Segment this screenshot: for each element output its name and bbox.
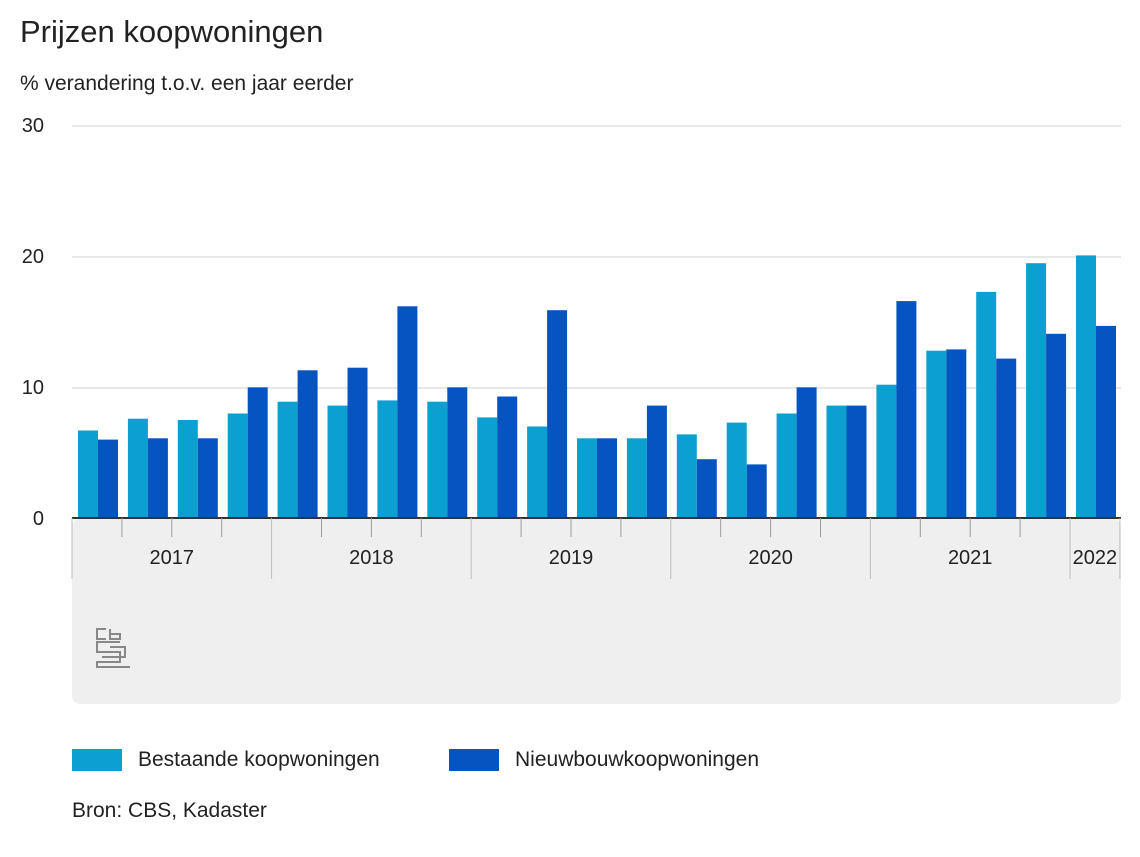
bar-bestaande-2019-q3 — [577, 438, 597, 518]
x-year-label-2019: 2019 — [549, 547, 594, 569]
x-year-label-2020: 2020 — [748, 547, 793, 569]
bar-bestaande-2020-q2 — [726, 422, 747, 518]
legend-item-nieuwbouw: Nieuwbouwkoopwoningen — [449, 748, 759, 772]
bar-nieuwbouw-2020-q2 — [746, 464, 767, 518]
x-ticks-group — [71, 518, 1121, 579]
bar-bestaande-2021-q4 — [1026, 263, 1047, 518]
bar-bestaande-2017-q4 — [227, 413, 248, 518]
bar-nieuwbouw-2020-q1 — [696, 459, 717, 518]
bar-nieuwbouw-2017-q1 — [98, 439, 118, 518]
chart-canvas: 2017 2018 2019 2020 2021 2022 — [71, 125, 1121, 704]
bar-nieuwbouw-2021-q4 — [1046, 333, 1067, 518]
bar-bestaande-2020-q1 — [676, 434, 697, 518]
bar-nieuwbouw-2017-q3 — [197, 438, 218, 518]
bar-bestaande-2021-q2 — [926, 350, 947, 518]
bar-bestaande-2021-q1 — [876, 384, 897, 518]
bar-nieuwbouw-2021-q3 — [996, 358, 1017, 518]
bar-nieuwbouw-2020-q4 — [846, 405, 867, 518]
x-axis-panel — [72, 519, 1121, 704]
source-note: Bron: CBS, Kadaster — [72, 799, 267, 822]
x-year-label-2022: 2022 — [1073, 547, 1118, 569]
bars-group — [78, 255, 1116, 518]
bar-nieuwbouw-2019-q4 — [646, 405, 667, 518]
bar-nieuwbouw-2019-q1 — [497, 396, 518, 518]
bar-bestaande-2017-q2 — [127, 418, 148, 518]
bar-nieuwbouw-2019-q3 — [597, 438, 617, 518]
bar-nieuwbouw-2021-q2 — [946, 349, 967, 518]
bar-nieuwbouw-2022-q1 — [1096, 325, 1116, 518]
bar-nieuwbouw-2017-q4 — [247, 387, 268, 518]
legend-label-nieuwbouw: Nieuwbouwkoopwoningen — [515, 748, 760, 771]
bar-bestaande-2019-q1 — [477, 417, 498, 518]
legend-swatch-bestaande — [72, 749, 122, 771]
bar-nieuwbouw-2021-q1 — [896, 301, 917, 518]
legend-label-bestaande: Bestaande koopwoningen — [138, 748, 380, 771]
bar-bestaande-2019-q4 — [626, 438, 647, 518]
bar-bestaande-2018-q1 — [277, 401, 298, 518]
bar-bestaande-2022-q1 — [1076, 255, 1096, 518]
bar-bestaande-2018-q3 — [377, 400, 398, 518]
bar-bestaande-2017-q1 — [78, 430, 98, 518]
bar-nieuwbouw-2020-q3 — [796, 387, 817, 518]
bar-nieuwbouw-2018-q3 — [397, 306, 418, 518]
y-tick-label-30: 30 — [21, 115, 44, 137]
bar-nieuwbouw-2018-q2 — [347, 367, 368, 518]
bar-bestaande-2020-q4 — [826, 405, 847, 518]
x-year-label-2018: 2018 — [349, 547, 394, 569]
bar-nieuwbouw-2017-q2 — [147, 438, 168, 518]
bar-nieuwbouw-2018-q4 — [447, 387, 468, 518]
bar-nieuwbouw-2019-q2 — [547, 310, 568, 518]
x-year-label-2021: 2021 — [948, 547, 993, 569]
bar-nieuwbouw-2018-q1 — [297, 370, 318, 518]
chart-subtitle: % verandering t.o.v. een jaar eerder — [20, 72, 354, 95]
chart-title: Prijzen koopwoningen — [20, 14, 324, 49]
bar-bestaande-2017-q3 — [177, 420, 198, 518]
x-year-label-2017: 2017 — [150, 547, 195, 569]
legend-swatch-nieuwbouw — [449, 749, 499, 771]
cbs-logo-icon — [96, 628, 130, 668]
bar-bestaande-2018-q4 — [427, 401, 448, 518]
y-tick-label-20: 20 — [21, 246, 44, 268]
y-tick-label-0: 0 — [32, 508, 44, 530]
y-tick-label-10: 10 — [21, 377, 44, 399]
legend-item-bestaande: Bestaande koopwoningen — [72, 748, 380, 772]
year-labels-group: 2017 2018 2019 2020 2021 2022 — [150, 547, 1118, 569]
bar-bestaande-2018-q2 — [327, 405, 348, 518]
bar-bestaande-2020-q3 — [776, 413, 797, 518]
bar-bestaande-2021-q3 — [976, 291, 997, 518]
bar-bestaande-2019-q2 — [527, 426, 548, 518]
